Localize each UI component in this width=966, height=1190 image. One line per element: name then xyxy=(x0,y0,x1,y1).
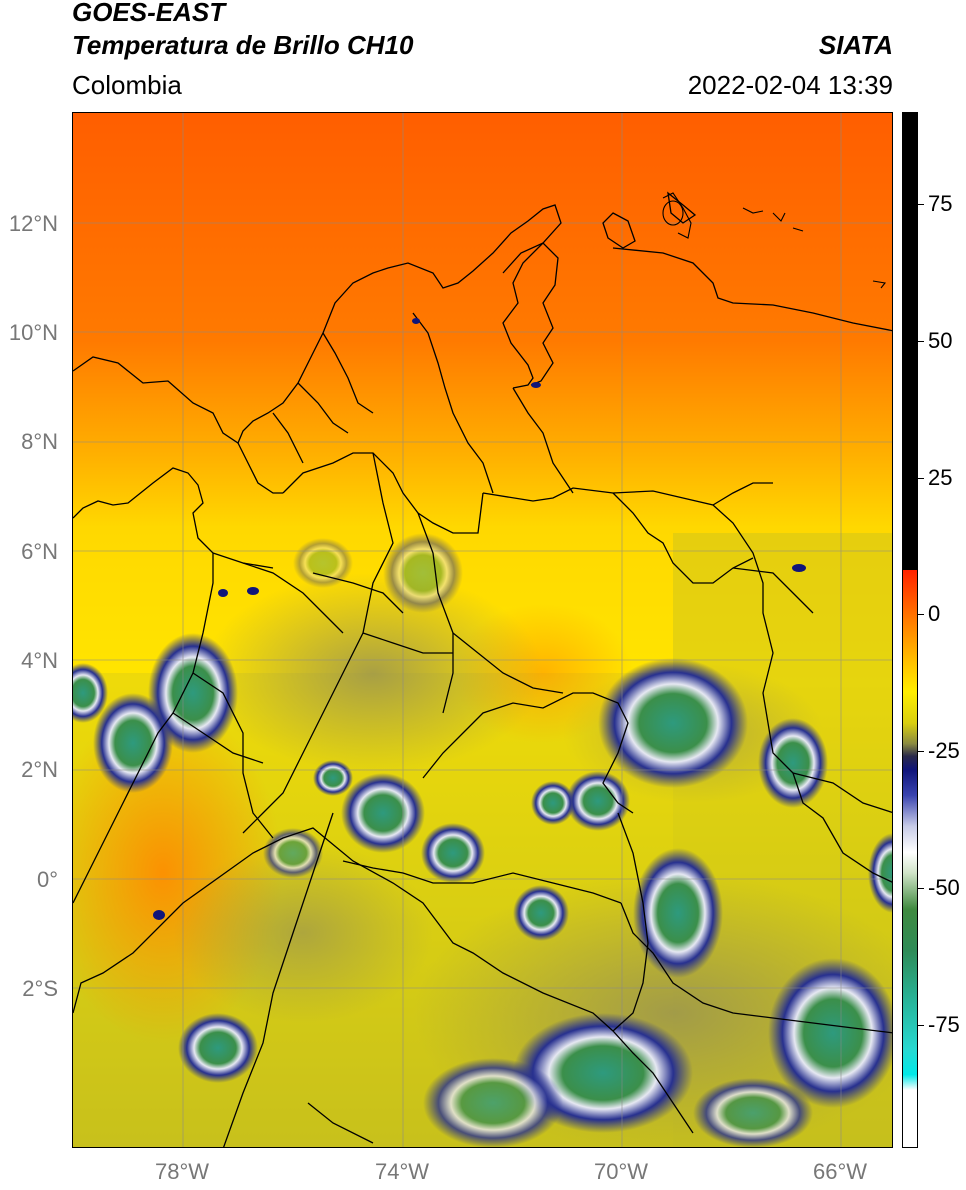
datetime-label: 2022-02-04 13:39 xyxy=(687,70,893,100)
region-label: Colombia xyxy=(72,70,182,100)
lat-label-2n: 2°N xyxy=(21,757,58,782)
colorbar-label-minus50: -50 xyxy=(928,875,960,900)
colorbar-label-25: 25 xyxy=(928,465,953,490)
colorbar-label-50: 50 xyxy=(928,328,953,353)
brightness-temperature-map xyxy=(72,112,893,1148)
colorbar-tick xyxy=(918,204,924,205)
colorbar-tick xyxy=(918,888,924,889)
lon-label-70w: 70°W xyxy=(593,1159,649,1184)
agency-label: SIATA xyxy=(818,30,893,60)
colorbar-label-75: 75 xyxy=(928,191,953,216)
colorbar-label-minus75: -75 xyxy=(928,1012,960,1037)
satellite-title: GOES-EAST xyxy=(72,0,226,27)
lat-label-4n: 4°N xyxy=(21,648,58,673)
lon-label-66w: 66°W xyxy=(812,1159,868,1184)
lat-label-0: 0° xyxy=(36,867,58,892)
lat-label-8n: 8°N xyxy=(21,429,58,454)
colorbar-label-minus25: -25 xyxy=(928,738,960,763)
colorbar-tick xyxy=(918,341,924,342)
lon-label-74w: 74°W xyxy=(374,1159,430,1184)
lat-label-2s: 2°S xyxy=(22,976,58,1001)
product-title: Temperatura de Brillo CH10 xyxy=(72,30,414,60)
lat-label-12n: 12°N xyxy=(8,211,58,236)
colorbar-tick xyxy=(918,751,924,752)
lat-label-6n: 6°N xyxy=(21,539,58,564)
lon-label-78w: 78°W xyxy=(154,1159,210,1184)
lat-label-10n: 10°N xyxy=(8,320,58,345)
colorbar-tick xyxy=(918,614,924,615)
colorbar-tick xyxy=(918,478,924,479)
colorbar-tick xyxy=(918,1025,924,1026)
colorbar-label-0: 0 xyxy=(928,601,941,626)
colorbar xyxy=(902,112,918,1148)
